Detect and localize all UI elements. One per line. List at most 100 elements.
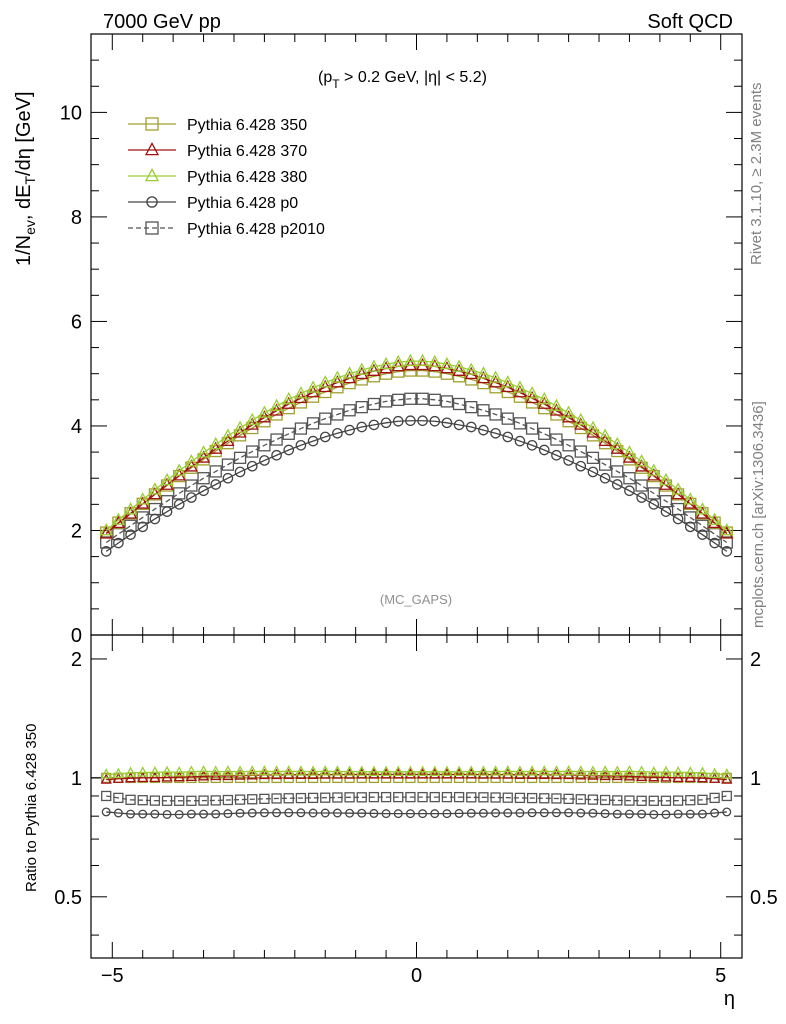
ratio-data-point <box>416 768 429 779</box>
ratio-data-point <box>672 765 684 777</box>
ratio-data-point <box>697 809 707 819</box>
ratio-data-point <box>648 795 659 806</box>
main-data-point <box>647 463 661 476</box>
ratio-data-point <box>538 768 550 779</box>
ratio-data-point <box>612 809 622 819</box>
ratio-data-point <box>186 772 197 784</box>
main-data-point <box>270 433 283 446</box>
ratio-data-point <box>660 771 672 782</box>
main-data-point <box>671 482 685 495</box>
main-data-point <box>379 356 393 370</box>
main-data-point <box>464 366 478 380</box>
ratio-data-point <box>368 765 380 776</box>
main-data-point <box>684 521 696 533</box>
main-data-point <box>417 415 428 427</box>
ratio-data-point <box>721 773 733 784</box>
main-data-point <box>659 472 673 486</box>
ratio-data-point <box>344 792 355 803</box>
main-data-point <box>683 496 697 509</box>
ratio-data-point <box>514 765 526 776</box>
main-data-point <box>563 455 574 466</box>
ratio-data-point <box>722 807 732 817</box>
ratio-data-point <box>235 808 245 818</box>
ratio-data-point <box>672 771 684 783</box>
main-data-point <box>478 424 489 436</box>
main-data-point <box>172 463 186 476</box>
main-data-point <box>477 404 490 417</box>
main-data-point <box>233 451 247 464</box>
main-data-point <box>514 435 526 447</box>
ratio-data-point <box>441 768 453 779</box>
main-data-point <box>294 422 308 435</box>
main-data-point <box>404 392 417 405</box>
main-data-point <box>306 380 320 393</box>
ratio-data-point <box>186 795 197 806</box>
ratio-data-point <box>490 765 502 776</box>
main-data-point <box>551 449 562 461</box>
ratio-data-point <box>185 770 197 781</box>
main-data-point <box>684 511 697 524</box>
main-data-point <box>148 482 162 495</box>
main-ytick-label: 10 <box>60 102 82 124</box>
ratio-data-point <box>161 765 173 777</box>
ratio-data-point <box>210 772 221 784</box>
main-data-point <box>502 431 514 443</box>
main-data-point <box>611 444 624 458</box>
legend-label: Pythia 6.428 380 <box>187 169 307 186</box>
main-data-point <box>599 472 611 484</box>
ratio-data-point <box>526 765 538 776</box>
ratio-data-point <box>150 809 160 819</box>
ratio-data-point <box>673 809 683 819</box>
ratio-ytick-label-left: 2 <box>71 649 82 671</box>
ratio-ytick-label-left: 1 <box>71 768 82 790</box>
main-data-point <box>720 523 734 536</box>
ratio-data-point <box>527 808 537 818</box>
ratio-data-point <box>284 808 294 818</box>
main-data-point <box>574 412 588 426</box>
main-data-point <box>367 397 381 411</box>
ratio-data-point <box>564 808 574 818</box>
ratio-data-point <box>648 765 660 777</box>
legend-marker <box>144 168 160 182</box>
ratio-data-point <box>222 794 234 806</box>
ratio-data-point <box>404 768 417 779</box>
ratio-data-point <box>162 809 172 819</box>
ratio-data-point <box>295 765 307 776</box>
ratio-data-point <box>174 795 185 806</box>
ratio-data-point <box>623 765 636 776</box>
ratio-data-point <box>490 768 502 779</box>
ratio-data-point <box>696 771 709 783</box>
main-data-point <box>549 398 564 411</box>
legend-marker <box>144 142 160 156</box>
main-data-point <box>611 465 624 478</box>
ratio-data-point <box>320 792 331 803</box>
main-data-point <box>222 472 234 484</box>
main-data-point <box>392 415 404 427</box>
ratio-data-point <box>709 792 720 804</box>
main-data-point <box>697 529 708 540</box>
main-data-point <box>136 492 150 505</box>
ratio-data-point <box>307 792 319 804</box>
main-data-point <box>562 405 576 418</box>
ratio-data-point <box>223 809 233 819</box>
legend-label: Pythia 6.428 350 <box>187 117 307 134</box>
ratio-data-point <box>636 765 648 776</box>
main-data-point <box>379 395 393 408</box>
ratio-data-point <box>247 808 257 818</box>
main-data-point <box>441 417 453 429</box>
ratio-data-point <box>112 767 124 779</box>
ratio-data-point <box>138 809 148 819</box>
main-data-point <box>513 417 527 430</box>
main-data-point <box>186 492 197 503</box>
ratio-data-point <box>684 766 696 777</box>
main-data-point <box>355 366 369 380</box>
main-data-point <box>209 465 222 478</box>
ratio-data-point <box>295 768 307 779</box>
main-data-point <box>623 472 636 485</box>
main-data-point <box>123 506 138 519</box>
ratio-data-point <box>173 770 185 782</box>
x-axis-label: η <box>724 988 735 1010</box>
main-data-point <box>283 444 295 456</box>
main-series-1 <box>100 364 733 539</box>
